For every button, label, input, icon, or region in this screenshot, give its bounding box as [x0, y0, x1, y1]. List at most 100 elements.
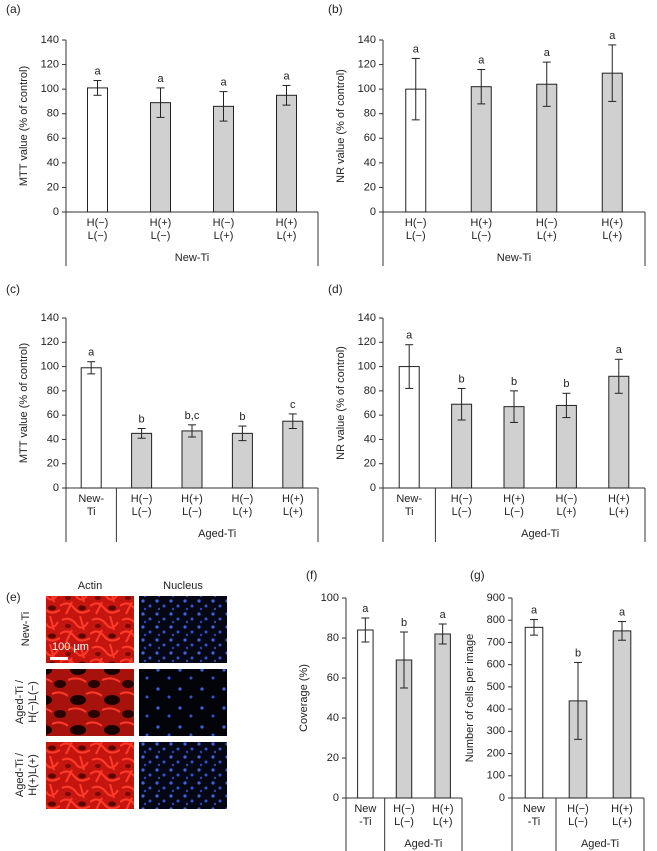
- x-tick-label: L(+): [612, 816, 632, 828]
- x-tick-label: H(+): [470, 217, 492, 229]
- y-tick-label: 120: [41, 336, 59, 348]
- y-tick-label: 60: [327, 672, 339, 684]
- panel-title: (c): [6, 282, 20, 296]
- y-tick-label: 20: [364, 181, 376, 193]
- y-tick-label: 100: [41, 360, 59, 372]
- x-tick-label: -Ti: [528, 816, 540, 828]
- x-tick-label: L(−): [452, 506, 472, 518]
- y-tick-label: 140: [358, 34, 376, 46]
- y-tick-label: 60: [47, 132, 59, 144]
- bar: [181, 430, 203, 489]
- y-tick-label: 200: [487, 747, 505, 759]
- y-tick-label: 80: [47, 385, 59, 397]
- significance-letter: a: [609, 30, 616, 42]
- x-tick-label: New: [354, 803, 376, 815]
- group-label: Aged-Ti: [404, 838, 442, 850]
- significance-letter: a: [413, 43, 420, 55]
- group-label: Aged-Ti: [581, 838, 619, 850]
- bar: [357, 629, 374, 799]
- y-tick-label: 800: [487, 614, 505, 626]
- y-tick-label: 0: [53, 206, 59, 218]
- bar: [150, 102, 171, 213]
- x-tick-label: H(−): [232, 493, 254, 505]
- y-tick-label: 40: [364, 157, 376, 169]
- x-tick-label: -Ti: [359, 816, 371, 828]
- bar: [276, 94, 297, 213]
- group-label: Aged-Ti: [198, 528, 236, 540]
- y-axis-title: Coverage (%): [298, 664, 310, 732]
- panel-title: (b): [328, 2, 343, 16]
- bar: [213, 105, 234, 213]
- significance-letter: a: [619, 606, 626, 618]
- x-tick-label: L(−): [568, 816, 588, 828]
- x-tick-label: H(+): [611, 803, 633, 815]
- significance-letter: a: [88, 347, 95, 359]
- x-tick-label: L(−): [151, 230, 171, 242]
- y-tick-label: 100: [41, 83, 59, 95]
- significance-letter: b: [563, 378, 569, 390]
- y-tick-label: 100: [321, 592, 339, 604]
- panel-title: (e): [6, 590, 21, 604]
- image-panel: (e) Actin Nucleus 100 µm New-Ti Aged-Ti …: [6, 580, 227, 809]
- bar: [87, 87, 108, 213]
- y-tick-label: 0: [333, 792, 339, 804]
- significance-letter: b: [459, 373, 465, 385]
- x-tick-label: Ti: [87, 506, 96, 518]
- bar: [80, 367, 102, 489]
- significance-letter: a: [362, 603, 369, 615]
- significance-letter: b: [511, 376, 517, 388]
- y-tick-label: 120: [41, 58, 59, 70]
- x-tick-label: L(+): [214, 230, 234, 242]
- row-label: Aged-Ti /: [14, 679, 26, 724]
- significance-letter: a: [220, 77, 227, 89]
- y-tick-label: 120: [358, 336, 376, 348]
- x-tick-label: L(−): [394, 816, 414, 828]
- micrograph: [46, 742, 134, 809]
- row-label: H(+)L(+): [27, 754, 39, 796]
- significance-letter: b: [239, 411, 245, 423]
- y-tick-label: 0: [370, 206, 376, 218]
- y-axis-title: MTT value (% of control): [18, 343, 30, 463]
- y-tick-label: 40: [327, 712, 339, 724]
- bar: [231, 432, 253, 489]
- x-tick-label: L(+): [609, 506, 629, 518]
- x-tick-label: H(−): [405, 217, 427, 229]
- panel-title: (a): [6, 2, 21, 16]
- bar: [434, 633, 451, 799]
- micrograph: [139, 596, 227, 663]
- y-axis-title: NR value (% of control): [335, 346, 347, 460]
- significance-letter: b: [139, 413, 145, 425]
- column-label: Actin: [78, 580, 102, 592]
- y-tick-label: 100: [358, 360, 376, 372]
- significance-letter: c: [290, 399, 296, 411]
- row-label: Aged-Ti /: [14, 752, 26, 797]
- x-tick-label: H(+): [282, 493, 304, 505]
- panel-title: (g): [470, 568, 485, 582]
- y-tick-label: 300: [487, 725, 505, 737]
- significance-letter: a: [94, 65, 101, 77]
- y-tick-label: 100: [487, 770, 505, 782]
- bar: [131, 432, 153, 489]
- group-label: Aged-Ti: [521, 528, 559, 540]
- y-tick-label: 0: [370, 482, 376, 494]
- x-tick-label: H(+): [601, 217, 623, 229]
- row-label: H(−)L(−): [27, 681, 39, 723]
- y-tick-label: 0: [499, 792, 505, 804]
- bar: [524, 626, 544, 799]
- x-tick-label: L(−): [504, 506, 524, 518]
- micrograph: [46, 596, 134, 663]
- y-tick-label: 140: [41, 34, 59, 46]
- y-tick-label: 80: [364, 108, 376, 120]
- x-tick-label: New-: [396, 493, 422, 505]
- y-tick-label: 0: [53, 482, 59, 494]
- y-tick-label: 140: [358, 312, 376, 324]
- y-tick-label: 900: [487, 592, 505, 604]
- bar: [282, 420, 304, 489]
- x-tick-label: H(−): [213, 217, 235, 229]
- significance-letter: a: [283, 70, 290, 82]
- significance-letter: b: [401, 617, 407, 629]
- column-label: Nucleus: [163, 580, 203, 592]
- x-tick-label: New-: [78, 493, 104, 505]
- x-tick-label: New: [523, 803, 545, 815]
- significance-letter: b,c: [185, 410, 200, 422]
